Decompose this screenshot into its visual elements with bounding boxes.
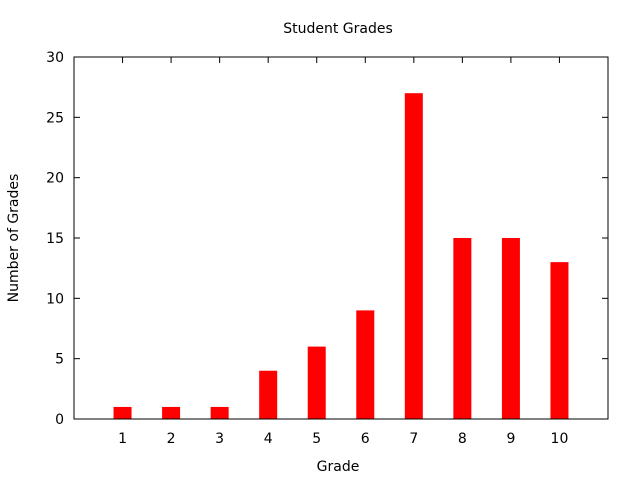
bar-grade-9 <box>501 238 520 419</box>
x-tick-label: 5 <box>312 431 321 447</box>
y-tick-label: 5 <box>55 352 64 368</box>
axis-ticks: 0 5 10 15 20 25 30 1 2 3 4 5 6 7 8 9 10 <box>46 50 608 447</box>
bar-grade-8 <box>453 238 472 419</box>
bar-grade-1 <box>113 406 132 419</box>
y-tick-label: 30 <box>46 50 64 66</box>
bar-grade-6 <box>356 310 375 419</box>
x-tick-label: 2 <box>167 431 176 447</box>
bar-grade-10 <box>550 262 569 419</box>
y-tick-label: 15 <box>46 231 64 247</box>
y-tick-label: 10 <box>46 291 64 307</box>
bar-grade-7 <box>404 93 423 419</box>
x-tick-label: 6 <box>361 431 370 447</box>
y-tick-label: 0 <box>55 412 64 428</box>
x-tick-label: 1 <box>118 431 127 447</box>
x-tick-label: 7 <box>409 431 418 447</box>
y-axis-label: Number of Grades <box>6 174 22 303</box>
x-tick-label: 9 <box>506 431 515 447</box>
y-tick-label: 25 <box>46 110 64 126</box>
x-tick-label: 4 <box>264 431 273 447</box>
y-tick-label: 20 <box>46 171 64 187</box>
bars-group <box>113 93 569 419</box>
x-tick-label: 3 <box>215 431 224 447</box>
x-axis-label: Grade <box>317 459 360 475</box>
x-tick-label: 8 <box>458 431 467 447</box>
bar-grade-4 <box>259 370 278 419</box>
x-tick-label: 10 <box>551 431 569 447</box>
bar-grade-5 <box>307 346 326 419</box>
bar-grade-3 <box>210 406 229 419</box>
plot-frame <box>73 56 609 420</box>
chart-title: Student Grades <box>283 21 393 37</box>
bar-grade-2 <box>162 406 181 419</box>
